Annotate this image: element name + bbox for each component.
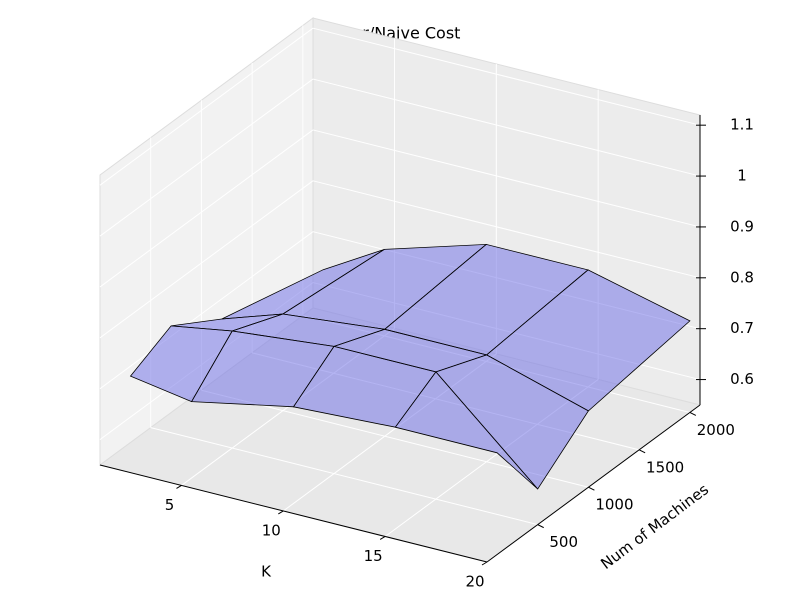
grid-line [99, 78, 314, 237]
tick-mark [278, 510, 284, 515]
grid-line [99, 129, 314, 288]
tick-mark [481, 561, 488, 566]
axis-line [99, 464, 488, 563]
grid-line [99, 27, 314, 186]
grid-line [312, 180, 701, 279]
y-tick-label: 500 [549, 533, 578, 551]
tick-mark [689, 412, 697, 416]
surface-patch [394, 371, 539, 490]
y-tick-label: 2000 [697, 421, 735, 439]
y-tick-label: 1000 [595, 496, 633, 514]
x-tick-label: 10 [262, 521, 281, 539]
tick-mark [588, 486, 595, 491]
y-axis-label: Num of Machines [597, 480, 712, 573]
tick-mark [537, 524, 544, 529]
z-tick-label: 0.9 [730, 217, 754, 235]
grid-line [312, 78, 701, 177]
tick-mark [638, 449, 646, 454]
grid-line [150, 427, 538, 526]
grid-line [312, 27, 701, 126]
z-tick-label: 0.6 [730, 370, 754, 388]
grid-line [99, 231, 314, 390]
z-tick-label: 0.7 [730, 319, 754, 337]
x-tick-label: 15 [364, 547, 383, 565]
tick-mark [176, 484, 182, 489]
grid-line [312, 129, 701, 228]
x-tick-label: 5 [165, 496, 175, 514]
x-tick-label: 20 [465, 573, 484, 591]
axis-line [486, 404, 701, 563]
tick-mark [379, 536, 386, 540]
z-tick-label: 1 [737, 167, 747, 185]
z-tick-label: 0.8 [730, 268, 754, 286]
grid-line [99, 180, 314, 339]
x-axis-label: K [261, 563, 272, 581]
y-tick-label: 1500 [646, 458, 684, 476]
z-tick-label: 1.1 [730, 116, 754, 134]
